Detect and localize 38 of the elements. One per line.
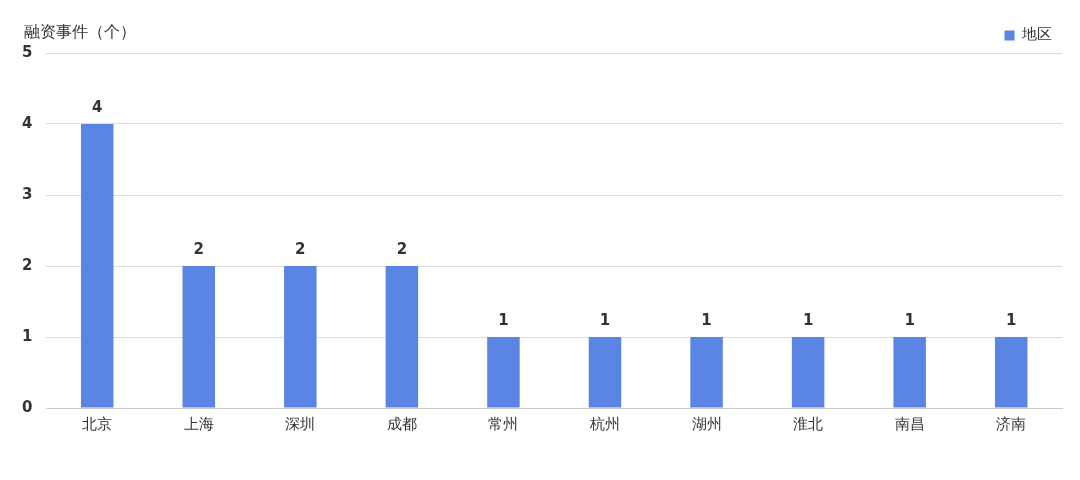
bar: [791, 337, 825, 408]
x-tick-label: 南昌: [894, 414, 925, 433]
bar: [487, 337, 520, 408]
data-label: 2: [193, 240, 204, 259]
y-tick-label: 1: [22, 326, 33, 345]
data-label: 4: [92, 98, 103, 117]
y-axis-title: 融资事件（个）: [24, 22, 136, 43]
data-label: 1: [599, 311, 611, 330]
y-tick-label: 2: [22, 255, 33, 274]
x-tick-label: 杭州: [589, 414, 620, 433]
bar: [893, 337, 926, 408]
data-label: 1: [802, 311, 814, 330]
x-tick-label: 常州: [488, 414, 519, 433]
bar: [182, 266, 216, 408]
x-tick-label: 济南: [996, 414, 1027, 433]
data-label: 1: [498, 311, 509, 330]
x-tick-label: 上海: [183, 414, 214, 433]
data-label: 2: [396, 240, 408, 259]
x-tick-label: 湖州: [691, 414, 722, 433]
data-label: 1: [904, 311, 915, 330]
y-tick-label: 4: [22, 113, 33, 132]
y-tick-label: 0: [22, 397, 33, 416]
y-tick-label: 3: [22, 184, 33, 203]
y-tick-label: 5: [22, 42, 33, 61]
x-tick-label: 成都: [386, 414, 417, 433]
data-label: 1: [701, 311, 712, 330]
bar: [80, 124, 114, 408]
x-tick-label: 北京: [82, 414, 113, 433]
x-tick-label: 淮北: [793, 414, 824, 433]
bar: [284, 266, 317, 408]
data-label: 1: [1006, 311, 1017, 330]
bar: [385, 266, 419, 408]
x-tick-label: 深圳: [285, 414, 316, 433]
legend-label: 地区: [1021, 25, 1052, 44]
bar: [690, 337, 723, 408]
data-label: 2: [295, 240, 306, 259]
bar: [588, 337, 622, 408]
bar: [994, 337, 1028, 408]
